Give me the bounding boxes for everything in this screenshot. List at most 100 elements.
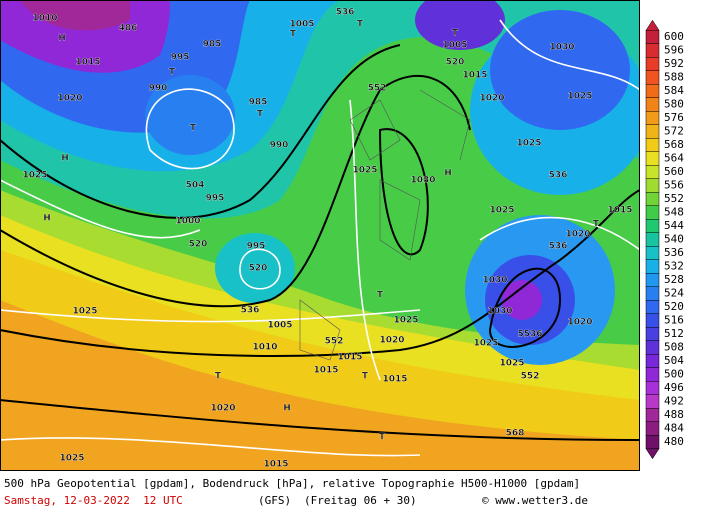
legend-swatch: [645, 367, 660, 382]
map-label: 1020: [567, 318, 592, 328]
map-background: [1, 1, 639, 470]
footer-run: (Freitag 06 + 30): [304, 494, 417, 507]
map-label: 1015: [607, 206, 632, 216]
legend-swatch: [645, 111, 660, 125]
map-label: T: [377, 291, 384, 301]
legend-swatch: [645, 286, 660, 301]
legend-label: 552: [664, 192, 684, 205]
legend-swatch: [645, 246, 660, 260]
map-label: 1025: [393, 316, 418, 326]
legend-swatch: [645, 340, 660, 355]
legend-label: 520: [664, 300, 684, 313]
map-label: 1030: [410, 176, 435, 186]
map-label: 1025: [499, 359, 524, 369]
map-label: 1025: [567, 92, 592, 102]
map-label: T: [215, 372, 222, 382]
map-label: 1015: [382, 375, 407, 385]
legend-label: 556: [664, 179, 684, 192]
map-label: 1015: [337, 353, 362, 363]
legend-label: 588: [664, 71, 684, 84]
map-label: 552: [325, 337, 344, 347]
map-label: 520: [446, 58, 465, 68]
map-label: 995: [206, 194, 225, 204]
map-label: 990: [149, 84, 168, 94]
legend-label: 528: [664, 273, 684, 286]
legend-arrow-top: [645, 19, 660, 31]
legend-label: 580: [664, 98, 684, 111]
legend-swatch: [645, 178, 660, 193]
map-label: T: [290, 30, 297, 40]
legend-swatch: [645, 273, 660, 287]
map-label: 985: [203, 40, 222, 50]
map-label: H: [58, 34, 66, 44]
map-label: 1030: [487, 307, 512, 317]
map-label: 536: [549, 171, 568, 181]
legend-label: 512: [664, 327, 684, 340]
map-label: 990: [270, 141, 289, 151]
map-label: 520: [249, 264, 268, 274]
map-label: 1025: [59, 454, 84, 464]
legend-swatch: [645, 354, 660, 368]
map-label: 1025: [72, 307, 97, 317]
legend-swatch: [645, 327, 660, 341]
legend-swatch: [645, 421, 660, 436]
legend-swatch: [645, 232, 660, 247]
legend-label: 592: [664, 57, 684, 70]
map-frame: [0, 0, 640, 471]
legend-swatch: [645, 192, 660, 206]
legend-label: 488: [664, 408, 684, 421]
map-label: T: [379, 433, 386, 443]
map-label: T: [190, 124, 197, 134]
map-label: 1015: [462, 71, 487, 81]
legend-label: 564: [664, 152, 684, 165]
map-label: 1015: [313, 366, 338, 376]
map-label: T: [362, 372, 369, 382]
legend-swatch: [645, 408, 660, 422]
legend-swatch: [645, 97, 660, 112]
legend-swatch: [645, 300, 660, 314]
map-label: 1010: [252, 343, 277, 353]
legend-swatch: [645, 30, 660, 44]
legend-label: 484: [664, 422, 684, 435]
legend-swatch: [645, 205, 660, 220]
map-label: 536: [336, 8, 355, 18]
legend-label: 540: [664, 233, 684, 246]
legend-swatch: [645, 84, 660, 98]
footer-description: 500 hPa Geopotential [gpdam], Bodendruck…: [4, 477, 580, 490]
map-label: 536: [549, 242, 568, 252]
map-label: 5536: [517, 330, 542, 340]
footer-credit: © www.wetter3.de: [482, 494, 588, 507]
map-label: 1020: [565, 230, 590, 240]
map-label: 1020: [479, 94, 504, 104]
map-label: 1000: [175, 217, 200, 227]
map-label: 1005: [267, 321, 292, 331]
map-label: 1025: [516, 139, 541, 149]
legend-label: 544: [664, 219, 684, 232]
legend-label: 516: [664, 314, 684, 327]
legend-swatch: [645, 70, 660, 85]
map-label: H: [43, 214, 51, 224]
legend-label: 548: [664, 206, 684, 219]
legend-label: 560: [664, 165, 684, 178]
map-label: T: [452, 29, 459, 39]
map-label: H: [283, 404, 291, 414]
map-label: 1025: [473, 339, 498, 349]
legend-swatch: [645, 435, 660, 449]
map-label: 1020: [57, 94, 82, 104]
map-label: 1025: [22, 171, 47, 181]
map-label: 552: [521, 372, 540, 382]
legend-label: 496: [664, 381, 684, 394]
legend-label: 508: [664, 341, 684, 354]
map-label: 552: [368, 84, 387, 94]
map-label: T: [257, 110, 264, 120]
legend-swatch: [645, 219, 660, 233]
map-label: H: [61, 154, 69, 164]
legend-label: 600: [664, 30, 684, 43]
map-label: 1025: [352, 166, 377, 176]
legend-label: 584: [664, 84, 684, 97]
legend-label: 536: [664, 246, 684, 259]
map-label: 1000: [175, 217, 200, 227]
map-label: 1005: [289, 20, 314, 30]
legend-swatch: [645, 124, 660, 139]
